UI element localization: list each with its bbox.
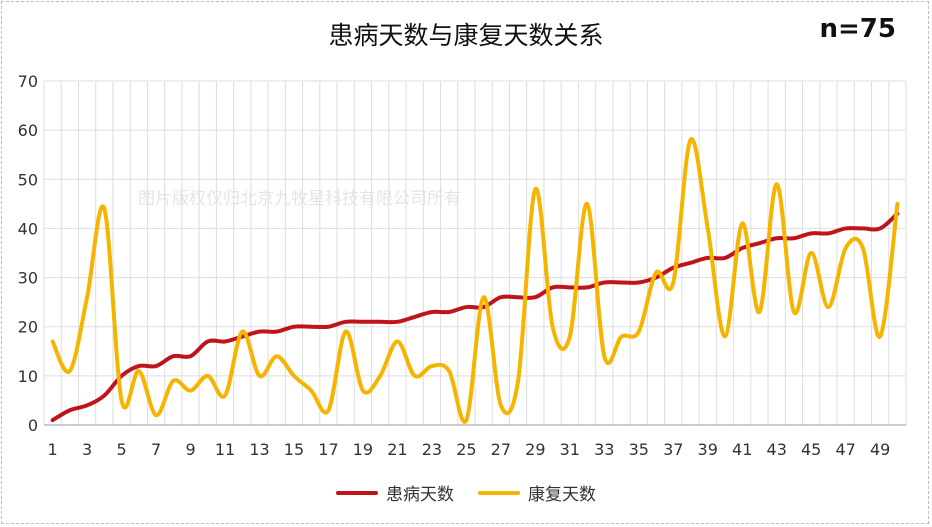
chart-legend: 患病天数 康复天数 [0, 480, 932, 505]
x-tick-label: 17 [318, 440, 338, 459]
x-tick-label: 15 [284, 440, 304, 459]
y-tick-label: 30 [18, 269, 38, 288]
x-tick-label: 43 [767, 440, 787, 459]
legend-item-recovery: 康复天数 [478, 480, 596, 505]
x-tick-label: 37 [663, 440, 683, 459]
x-tick-label: 47 [835, 440, 855, 459]
x-tick-label: 35 [629, 440, 649, 459]
x-tick-label: 9 [185, 440, 195, 459]
x-tick-label: 21 [387, 440, 407, 459]
x-tick-label: 33 [594, 440, 614, 459]
chart-title: 患病天数与康复天数关系 [328, 21, 604, 50]
y-tick-label: 10 [18, 367, 38, 386]
x-tick-label: 11 [215, 440, 235, 459]
y-tick-label: 70 [18, 72, 38, 91]
y-tick-label: 60 [18, 121, 38, 140]
x-tick-label: 41 [732, 440, 752, 459]
x-tick-label: 31 [560, 440, 580, 459]
legend-item-illness: 患病天数 [336, 480, 454, 505]
legend-swatch-recovery [478, 490, 520, 495]
x-tick-label: 23 [422, 440, 442, 459]
x-tick-label: 19 [353, 440, 373, 459]
y-tick-label: 40 [18, 219, 38, 238]
y-tick-label: 0 [28, 416, 38, 435]
legend-label-illness: 患病天数 [386, 485, 454, 505]
legend-swatch-illness [336, 490, 378, 495]
x-tick-label: 45 [801, 440, 821, 459]
series-line-recovery-days [50, 137, 900, 424]
sample-size-label: n=75 [819, 14, 896, 44]
y-tick-label: 20 [18, 318, 38, 337]
x-tick-label: 27 [491, 440, 511, 459]
x-tick-label: 25 [456, 440, 476, 459]
x-tick-label: 39 [698, 440, 718, 459]
x-tick-label: 49 [870, 440, 890, 459]
x-tick-label: 5 [116, 440, 126, 459]
legend-label-recovery: 康复天数 [528, 485, 596, 505]
x-tick-label: 7 [151, 440, 161, 459]
x-tick-label: 29 [525, 440, 545, 459]
series-layer [50, 137, 900, 424]
x-tick-label: 3 [82, 440, 92, 459]
y-tick-label: 50 [18, 170, 38, 189]
series-line-illness-days [50, 211, 900, 423]
x-tick-label: 1 [48, 440, 58, 459]
x-tick-label: 13 [249, 440, 269, 459]
watermark-text: 图片版权仅归北京九牧星科技有限公司所有 [138, 189, 461, 209]
